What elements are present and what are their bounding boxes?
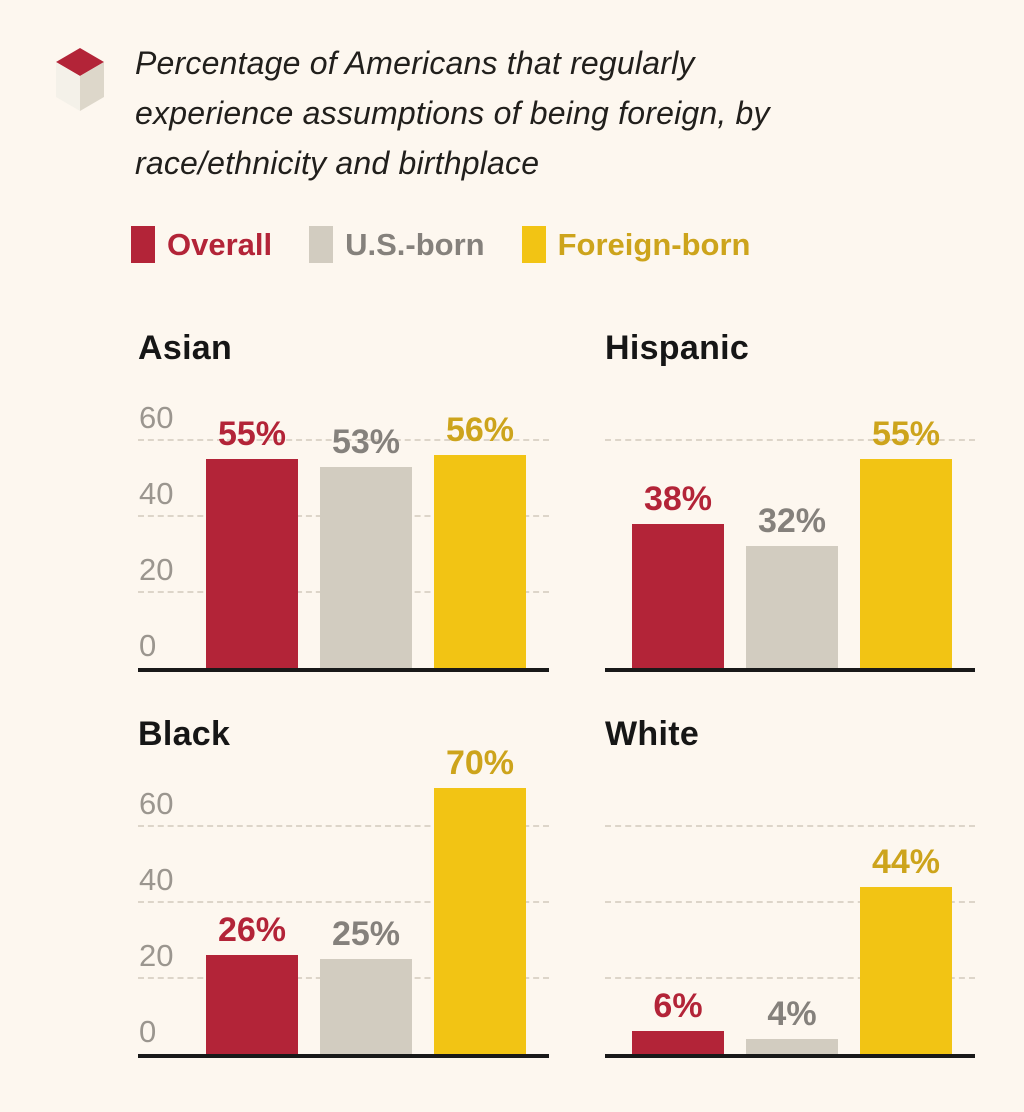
chart-title: Percentage of Americans that regularly e… [135,38,955,188]
gridline-40 [138,901,549,903]
panel-hispanic: Hispanic 38% 32% 55% [605,325,975,672]
gridline-60 [138,825,549,827]
panel-asian: Asian 0 20 40 60 55% 53% 56% [138,325,549,672]
bar-white-0 [632,1031,724,1054]
plot-area-white: 6% 4% 44% [605,814,975,1058]
panel-title-hispanic: Hispanic [605,329,750,367]
bar-asian-0 [206,459,298,668]
gridline-60 [605,825,975,827]
gridline-60 [138,439,549,441]
y-tick-label-60: 60 [139,786,174,821]
legend-label-us-born: U.S.-born [345,226,485,262]
bar-value-label-black-1: 25% [331,915,401,953]
bar-white-2 [860,886,952,1054]
bar-value-label-hispanic-0: 38% [643,479,713,518]
gridline-40 [605,901,975,903]
bar-hispanic-0 [632,523,724,668]
bar-value-label-black-2: 70% [445,744,515,782]
plot-area-black: 0 20 40 60 26% 25% 70% [138,746,549,1058]
plot-area-asian: 0 20 40 60 55% 53% 56% [138,402,549,672]
bar-value-label-asian-2: 56% [445,411,515,450]
y-tick-label-60: 60 [139,400,174,435]
y-tick-label-0: 0 [139,628,157,663]
legend-item-overall: Overall [131,226,272,263]
bar-black-0 [206,955,298,1054]
y-tick-label-20: 20 [139,938,174,973]
chart-title-line: Percentage of Americans that regularly [135,45,695,81]
legend-label-foreign-born: Foreign-born [557,226,751,262]
gridline-20 [605,977,975,979]
chart-title-line: experience assumptions of being foreign,… [135,95,770,131]
bar-hispanic-1 [746,546,838,668]
bar-value-label-asian-1: 53% [331,422,401,461]
bar-hispanic-2 [860,459,952,668]
bar-value-label-black-0: 26% [217,911,287,950]
y-tick-label-0: 0 [139,1014,157,1049]
panel-black: Black 0 20 40 60 26% 25% 70% [138,711,549,1058]
bar-value-label-hispanic-1: 32% [757,502,827,541]
bar-value-label-hispanic-2: 55% [871,415,941,453]
bar-value-label-white-0: 6% [653,987,703,1026]
cube-logo-svg [56,48,104,111]
bar-asian-1 [320,466,412,668]
legend-swatch-foreign-born-icon [521,226,546,263]
legend-item-us-born: U.S.-born [309,226,485,263]
legend-item-foreign-born: Foreign-born [521,226,751,263]
legend: Overall U.S.-born Foreign-born [131,226,750,263]
legend-label-overall: Overall [167,226,273,262]
legend-swatch-us-born-icon [309,226,334,263]
y-tick-label-20: 20 [139,552,174,587]
bar-white-1 [746,1038,838,1054]
plot-area-hispanic: 38% 32% 55% [605,417,975,672]
gridline-60 [605,439,975,441]
legend-swatch-overall-icon [131,226,155,263]
panel-title-white: White [605,715,700,753]
bar-black-2 [434,788,526,1054]
cube-logo-icon [56,48,104,112]
bar-black-1 [320,959,412,1054]
bar-value-label-white-2: 44% [871,842,941,881]
bar-value-label-asian-0: 55% [217,415,287,453]
bar-value-label-white-1: 4% [767,994,817,1033]
panel-title-asian: Asian [138,329,233,367]
chart-title-line: race/ethnicity and birthplace [135,145,540,181]
y-tick-label-40: 40 [139,862,174,897]
panel-title-black: Black [138,715,231,753]
y-tick-label-40: 40 [139,476,174,511]
panel-white: White 6% 4% 44% [605,711,975,1058]
bar-asian-2 [434,455,526,668]
